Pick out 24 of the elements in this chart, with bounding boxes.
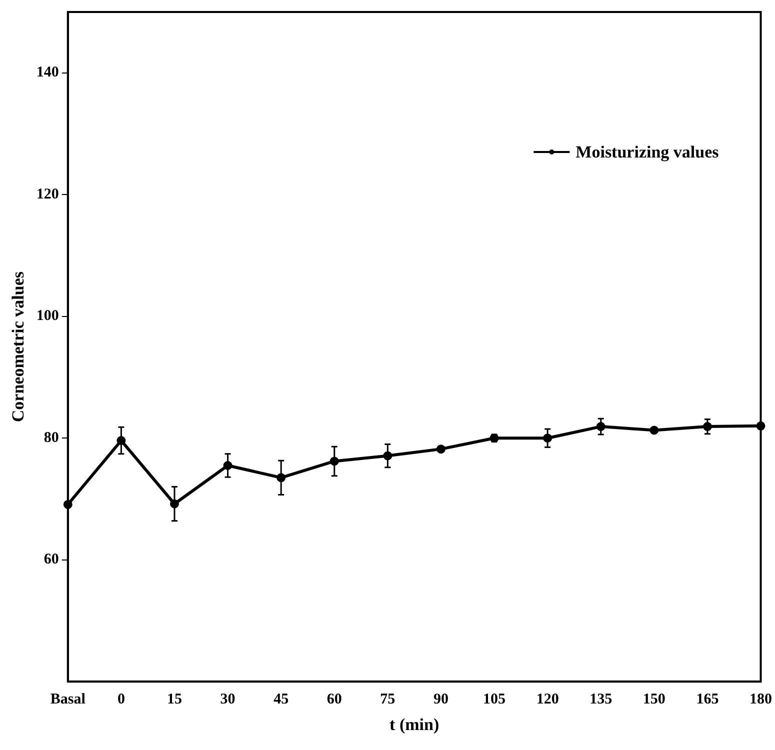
x-tick-label: 0 [117, 691, 125, 708]
x-tick-label: 30 [220, 691, 236, 708]
y-axis-title: Corneometric values [8, 271, 28, 422]
y-tick-label: 140 [36, 64, 59, 81]
x-tick-label: 60 [326, 691, 342, 708]
point [436, 444, 446, 454]
y-tick-label: 100 [36, 308, 59, 324]
x-axis-title: t (min) [390, 715, 440, 734]
x-tick-label: 135 [590, 691, 612, 708]
x-tick-label: 165 [696, 691, 719, 708]
x-tick-label: 15 [166, 691, 182, 708]
x-tick-label: 45 [274, 691, 289, 708]
x-tick-label: 150 [642, 691, 666, 708]
x-tick-label: 75 [380, 691, 396, 708]
legend-label: Moisturizing values [576, 142, 720, 162]
y-tick-label: 60 [44, 552, 59, 568]
x-tick-label: Basal [50, 691, 86, 708]
x-tick-label: 120 [536, 691, 559, 708]
x-tick-label: 105 [483, 691, 506, 708]
y-tick-label: 80 [44, 430, 59, 446]
y-tick-label: 120 [36, 186, 59, 202]
point [650, 426, 659, 435]
x-tick-label: 180 [750, 691, 772, 708]
x-tick-label: 90 [433, 691, 448, 708]
